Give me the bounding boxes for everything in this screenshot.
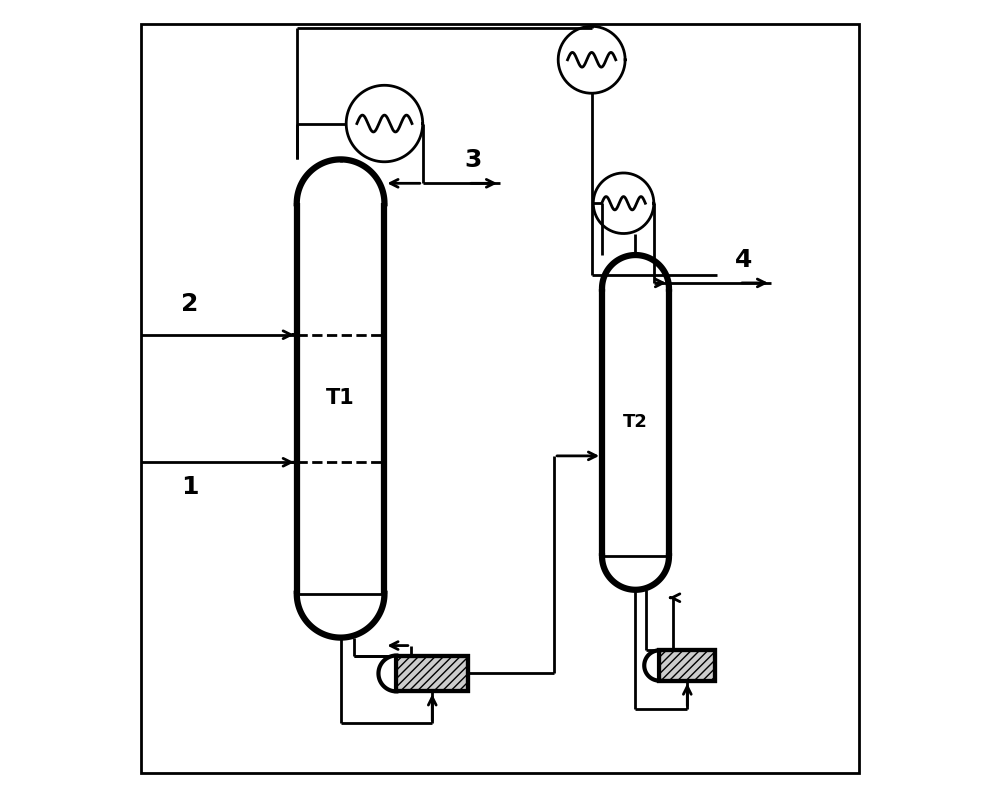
Bar [141, 24, 859, 773]
Text: T1: T1 [326, 388, 355, 409]
Bar [659, 650, 715, 681]
Bar [396, 655, 468, 691]
Text: T2: T2 [623, 414, 648, 431]
Polygon shape [378, 655, 396, 691]
Bar [396, 655, 468, 691]
Bar [659, 650, 715, 681]
Text: 2: 2 [181, 292, 199, 316]
Polygon shape [644, 650, 659, 681]
Text: 3: 3 [464, 148, 482, 172]
Text: 4: 4 [735, 248, 752, 272]
Text: 1: 1 [181, 475, 199, 499]
